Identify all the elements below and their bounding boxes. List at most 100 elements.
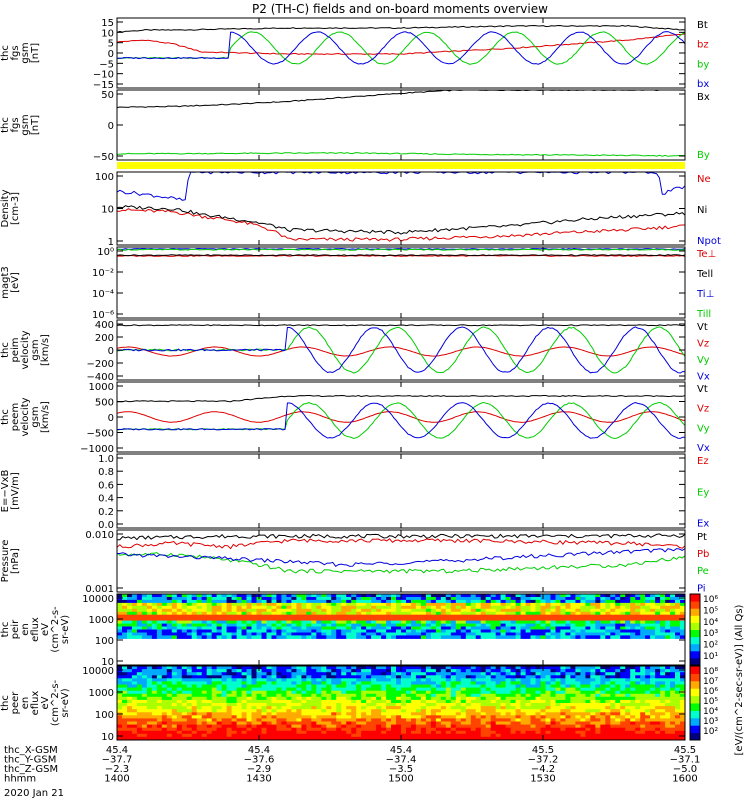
heatmap-cell [176, 696, 183, 701]
heatmap-cell [281, 675, 287, 679]
heatmap-cell [485, 629, 492, 633]
heatmap-cell [346, 620, 352, 625]
heatmap-cell [196, 666, 203, 670]
heatmap-cell [176, 712, 183, 716]
heatmap-cell [640, 724, 646, 729]
heatmap-cell [341, 623, 347, 628]
heatmap-cell [331, 605, 337, 610]
heatmap-cell [411, 681, 417, 685]
heatmap-cell [500, 602, 507, 607]
heatmap-cell [670, 599, 676, 604]
heatmap-cell [171, 620, 178, 625]
heatmap-cell [665, 666, 671, 670]
heatmap-cell [216, 687, 223, 692]
heatmap-cell [336, 614, 342, 619]
heatmap-cell [186, 632, 193, 636]
heatmap-cell [430, 736, 437, 741]
heatmap-cell [590, 629, 596, 633]
heatmap-cell [256, 709, 262, 713]
heatmap-cell [530, 724, 536, 729]
colorbar-swatch [690, 725, 700, 734]
heatmap-cell [665, 602, 671, 607]
heatmap-cell [580, 597, 586, 601]
heatmap-cell [117, 721, 123, 726]
heatmap-cell [635, 597, 641, 601]
heatmap-cell [206, 666, 213, 670]
heatmap-cell [425, 678, 432, 682]
heatmap-cell [122, 605, 128, 610]
heatmap-cell [525, 675, 532, 679]
heatmap-cell [151, 611, 158, 616]
heatmap-cell [271, 699, 277, 704]
heatmap-cell [430, 703, 437, 707]
heatmap-cell [665, 678, 671, 682]
heatmap-cell [216, 599, 223, 604]
heatmap-cell [655, 693, 661, 698]
heatmap-cell [645, 693, 651, 698]
heatmap-cell [301, 687, 307, 692]
heatmap-cell [530, 706, 536, 710]
heatmap-cell [331, 617, 337, 622]
heatmap-cell [281, 669, 287, 673]
heatmap-cell [430, 684, 437, 689]
heatmap-cell [550, 605, 556, 610]
heatmap-cell [206, 687, 213, 692]
heatmap-cell [480, 693, 487, 698]
heatmap-cell [311, 721, 317, 726]
heatmap-cell [256, 706, 262, 710]
heatmap-cell [396, 715, 402, 719]
heatmap-cell [545, 629, 551, 633]
heatmap-cell [590, 709, 596, 713]
heatmap-cell [610, 724, 616, 729]
heatmap-cell [186, 599, 193, 604]
heatmap-cell [331, 626, 337, 630]
heatmap-cell [401, 594, 407, 598]
ytick-label: −1000 [80, 444, 114, 455]
heatmap-cell [336, 724, 342, 729]
heatmap-cell [575, 594, 581, 598]
heatmap-cell [251, 635, 257, 639]
heatmap-cell [445, 712, 452, 716]
heatmap-cell [226, 712, 233, 716]
heatmap-cell [540, 620, 546, 625]
heatmap-cell [406, 709, 412, 713]
heatmap-cell [500, 620, 507, 625]
heatmap-cell [211, 687, 218, 692]
heatmap-cell [161, 675, 168, 679]
heatmap-cell [411, 699, 417, 704]
heatmap-cell [540, 684, 546, 689]
heatmap-cell [241, 709, 248, 713]
heatmap-cell [505, 678, 512, 682]
heatmap-cell [675, 617, 681, 622]
heatmap-cell [366, 620, 372, 625]
heatmap-cell [261, 635, 267, 639]
heatmap-cell [600, 687, 606, 692]
heatmap-cell [326, 666, 332, 670]
heatmap-cell [560, 681, 566, 685]
heatmap-cell [515, 632, 522, 636]
heatmap-cell [371, 666, 377, 670]
heatmap-cell [445, 611, 452, 616]
heatmap-cell [420, 666, 427, 670]
heatmap-cell [505, 724, 512, 729]
heatmap-cell [445, 594, 452, 598]
heatmap-cell [575, 715, 581, 719]
heatmap-cell [615, 594, 621, 598]
heatmap-cell [376, 706, 382, 710]
heatmap-cell [281, 605, 287, 610]
heatmap-cell [351, 684, 357, 689]
heatmap-cell [630, 678, 636, 682]
heatmap-cell [271, 733, 277, 738]
heatmap-cell [331, 629, 337, 633]
ytick-label: 10 [101, 205, 114, 216]
heatmap-cell [680, 706, 686, 710]
heatmap-cell [650, 599, 656, 604]
heatmap-cell [625, 712, 631, 716]
heatmap-cell [605, 629, 611, 633]
heatmap-cell [226, 620, 233, 625]
heatmap-cell [510, 599, 517, 604]
heatmap-cell [181, 632, 188, 636]
heatmap-cell [396, 672, 402, 676]
heatmap-cell [470, 594, 477, 598]
